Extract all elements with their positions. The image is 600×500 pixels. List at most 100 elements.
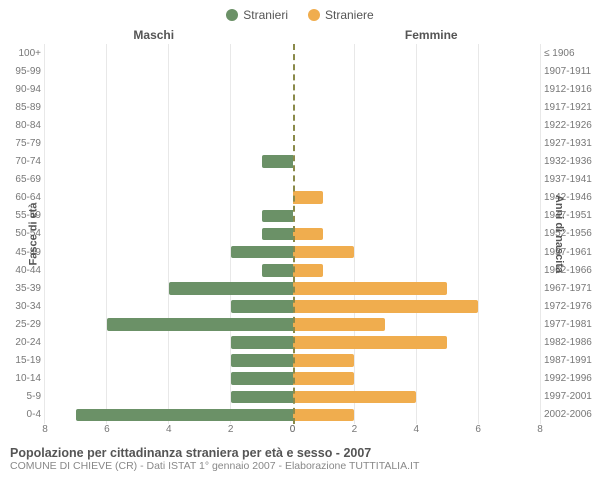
bar-row-female	[293, 134, 541, 152]
xtick-label: 4	[413, 424, 419, 435]
birth-year-label: 2002-2006	[544, 406, 600, 424]
birth-year-label: 1967-1971	[544, 279, 600, 297]
birth-year-label: 1992-1996	[544, 370, 600, 388]
age-label: 15-19	[0, 352, 41, 370]
bar-male	[262, 210, 293, 223]
bar-row-male	[45, 334, 293, 352]
bar-female	[293, 318, 386, 331]
bar-female	[293, 391, 417, 404]
bar-row-female	[293, 189, 541, 207]
birth-year-label: 1982-1986	[544, 334, 600, 352]
legend-label-male: Stranieri	[243, 8, 288, 22]
bar-male	[231, 336, 293, 349]
bar-row-male	[45, 44, 293, 62]
bar-row-female	[293, 116, 541, 134]
header-male: Maschi	[45, 28, 293, 42]
bar-row-female	[293, 279, 541, 297]
yaxis-left-title: Fasce di età	[27, 203, 39, 266]
birth-year-label: 1927-1931	[544, 134, 600, 152]
bar-row-female	[293, 225, 541, 243]
yaxis-right-labels: ≤ 19061907-19111912-19161917-19211922-19…	[540, 44, 600, 424]
bar-male	[231, 372, 293, 385]
legend-swatch-female	[308, 9, 320, 21]
xtick-label: 2	[352, 424, 358, 435]
bar-female	[293, 228, 324, 241]
chart-legend: Stranieri Straniere	[0, 0, 600, 26]
birth-year-label: 1922-1926	[544, 116, 600, 134]
bar-row-female	[293, 44, 541, 62]
bar-row-male	[45, 116, 293, 134]
age-label: 25-29	[0, 315, 41, 333]
age-label: 65-69	[0, 171, 41, 189]
xtick-label: 8	[42, 424, 48, 435]
bar-row-male	[45, 352, 293, 370]
age-label: 95-99	[0, 62, 41, 80]
bar-row-male	[45, 98, 293, 116]
birth-year-label: 1917-1921	[544, 98, 600, 116]
xtick-label: 2	[228, 424, 234, 435]
center-divider-line	[293, 44, 295, 424]
age-label: 85-89	[0, 98, 41, 116]
bar-male	[76, 409, 293, 422]
legend-item-female: Straniere	[308, 8, 374, 22]
bar-row-male	[45, 62, 293, 80]
x-axis: 02468 02468	[0, 424, 600, 438]
gridline	[540, 44, 541, 424]
xtick-label: 6	[475, 424, 481, 435]
age-label: 70-74	[0, 153, 41, 171]
bar-male	[262, 264, 293, 277]
xaxis-left: 02468	[45, 424, 293, 438]
bar-row-male	[45, 189, 293, 207]
bar-row-female	[293, 370, 541, 388]
bar-row-female	[293, 406, 541, 424]
xtick-label: 8	[537, 424, 543, 435]
bar-male	[107, 318, 293, 331]
bar-female	[293, 282, 448, 295]
bar-row-male	[45, 80, 293, 98]
bar-female	[293, 191, 324, 204]
bar-female	[293, 300, 479, 313]
bar-row-male	[45, 315, 293, 333]
bar-row-male	[45, 406, 293, 424]
age-label: 5-9	[0, 388, 41, 406]
legend-item-male: Stranieri	[226, 8, 288, 22]
age-label: 10-14	[0, 370, 41, 388]
bar-row-female	[293, 153, 541, 171]
chart-plot-area: Fasce di età Anni di nascita 100+95-9990…	[0, 44, 600, 424]
bar-row-male	[45, 207, 293, 225]
bar-male	[231, 300, 293, 313]
birth-year-label: ≤ 1906	[544, 44, 600, 62]
bar-row-male	[45, 153, 293, 171]
bar-female	[293, 264, 324, 277]
bar-row-female	[293, 62, 541, 80]
bar-row-male	[45, 297, 293, 315]
bar-female	[293, 372, 355, 385]
xtick-label: 6	[104, 424, 110, 435]
bar-row-male	[45, 370, 293, 388]
bar-female	[293, 336, 448, 349]
xtick-label: 4	[166, 424, 172, 435]
bar-male	[231, 246, 293, 259]
age-label: 75-79	[0, 134, 41, 152]
age-label: 0-4	[0, 406, 41, 424]
plot-container	[45, 44, 540, 424]
age-label: 90-94	[0, 80, 41, 98]
bar-row-male	[45, 261, 293, 279]
age-label: 100+	[0, 44, 41, 62]
bar-row-female	[293, 352, 541, 370]
birth-year-label: 1997-2001	[544, 388, 600, 406]
bar-row-female	[293, 98, 541, 116]
footer-title: Popolazione per cittadinanza straniera p…	[10, 446, 590, 460]
footer-subtitle: COMUNE DI CHIEVE (CR) - Dati ISTAT 1° ge…	[10, 460, 590, 472]
birth-year-label: 1972-1976	[544, 297, 600, 315]
age-label: 30-34	[0, 297, 41, 315]
female-half	[293, 44, 541, 424]
bar-row-male	[45, 388, 293, 406]
bar-row-female	[293, 80, 541, 98]
header-female: Femmine	[293, 28, 541, 42]
yaxis-right-title: Anni di nascita	[553, 195, 565, 273]
bar-male	[231, 354, 293, 367]
bar-row-female	[293, 243, 541, 261]
bar-male	[169, 282, 293, 295]
bar-row-female	[293, 261, 541, 279]
